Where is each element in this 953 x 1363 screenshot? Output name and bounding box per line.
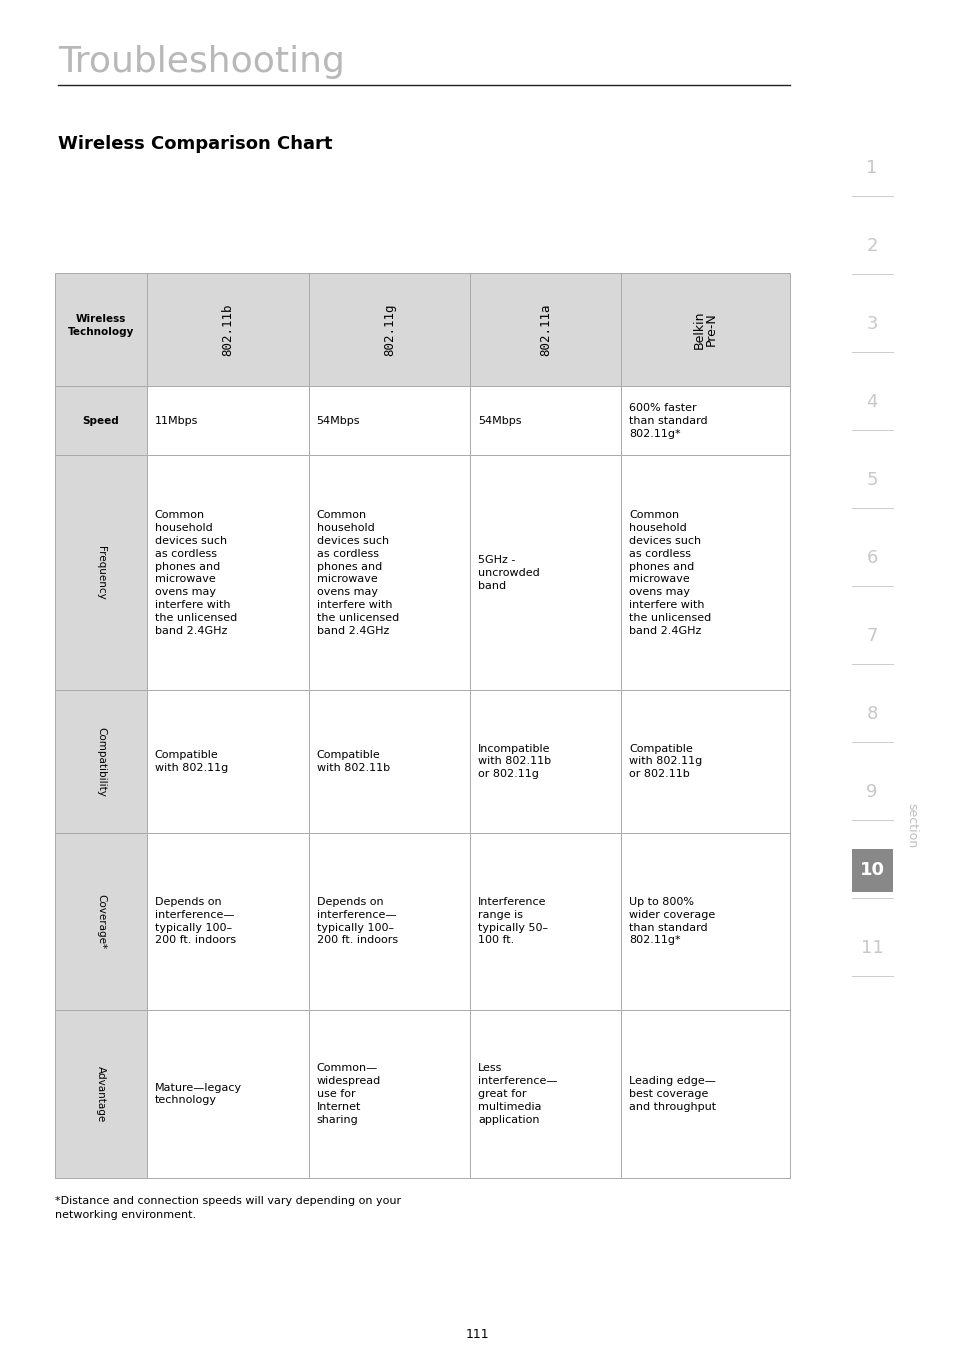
Bar xyxy=(55,691,147,833)
Text: Leading edge—
best coverage
and throughput: Leading edge— best coverage and throughp… xyxy=(628,1077,716,1112)
Text: 111: 111 xyxy=(465,1328,488,1341)
Bar xyxy=(620,273,789,386)
Bar xyxy=(147,386,308,455)
Text: Common
household
devices such
as cordless
phones and
microwave
ovens may
interfe: Common household devices such as cordles… xyxy=(628,510,710,635)
Bar xyxy=(308,386,470,455)
Text: 5GHz -
uncrowded
band: 5GHz - uncrowded band xyxy=(477,555,539,590)
Bar xyxy=(470,833,620,1010)
Bar xyxy=(620,691,789,833)
Text: 9: 9 xyxy=(865,784,877,801)
Bar xyxy=(147,833,308,1010)
Text: 54Mbps: 54Mbps xyxy=(316,416,359,425)
Text: 8: 8 xyxy=(865,705,877,722)
Text: section: section xyxy=(904,803,918,849)
Text: 5: 5 xyxy=(865,472,877,489)
Text: 2: 2 xyxy=(865,237,877,255)
Text: Up to 800%
wider coverage
than standard
802.11g*: Up to 800% wider coverage than standard … xyxy=(628,897,715,946)
Text: Mature—legacy
technology: Mature—legacy technology xyxy=(154,1082,242,1105)
Text: Coverage*: Coverage* xyxy=(96,894,106,949)
Text: 11Mbps: 11Mbps xyxy=(154,416,198,425)
Text: Wireless Comparison Chart: Wireless Comparison Chart xyxy=(58,135,333,153)
Text: Advantage: Advantage xyxy=(96,1066,106,1122)
Text: Belkin
Pre-N: Belkin Pre-N xyxy=(692,311,718,349)
Text: 1: 1 xyxy=(865,159,877,177)
Bar xyxy=(147,1010,308,1178)
Text: Compatible
with 802.11b: Compatible with 802.11b xyxy=(316,750,389,773)
Text: Less
interference—
great for
multimedia
application: Less interference— great for multimedia … xyxy=(477,1063,558,1124)
Bar xyxy=(470,386,620,455)
Text: Common—
widespread
use for
Internet
sharing: Common— widespread use for Internet shar… xyxy=(316,1063,380,1124)
Text: Compatible
with 802.11g
or 802.11b: Compatible with 802.11g or 802.11b xyxy=(628,744,701,780)
Text: 11: 11 xyxy=(860,939,882,957)
Bar xyxy=(147,273,308,386)
Text: 802.11g: 802.11g xyxy=(382,304,395,356)
Bar xyxy=(308,833,470,1010)
Text: 802.11a: 802.11a xyxy=(538,304,552,356)
Bar xyxy=(55,386,147,455)
Text: 6: 6 xyxy=(865,549,877,567)
Text: 54Mbps: 54Mbps xyxy=(477,416,521,425)
Text: 7: 7 xyxy=(865,627,877,645)
Bar xyxy=(55,1010,147,1178)
Text: Interference
range is
typically 50–
100 ft.: Interference range is typically 50– 100 … xyxy=(477,897,548,946)
Bar xyxy=(470,455,620,691)
Bar xyxy=(55,833,147,1010)
Bar xyxy=(308,691,470,833)
Text: Troubleshooting: Troubleshooting xyxy=(58,45,345,79)
Text: 600% faster
than standard
802.11g*: 600% faster than standard 802.11g* xyxy=(628,403,707,439)
Bar xyxy=(470,691,620,833)
Text: Frequency: Frequency xyxy=(96,547,106,600)
Bar xyxy=(851,849,892,893)
Text: 3: 3 xyxy=(865,315,877,333)
Bar xyxy=(308,1010,470,1178)
Bar xyxy=(147,455,308,691)
Text: Compatibility: Compatibility xyxy=(96,726,106,796)
Text: 10: 10 xyxy=(859,861,883,879)
Text: Depends on
interference—
typically 100–
200 ft. indoors: Depends on interference— typically 100– … xyxy=(316,897,397,946)
Bar xyxy=(620,386,789,455)
Text: 4: 4 xyxy=(865,393,877,412)
Text: Common
household
devices such
as cordless
phones and
microwave
ovens may
interfe: Common household devices such as cordles… xyxy=(154,510,237,635)
Bar xyxy=(620,833,789,1010)
Text: Incompatible
with 802.11b
or 802.11g: Incompatible with 802.11b or 802.11g xyxy=(477,744,551,780)
Text: *Distance and connection speeds will vary depending on your
networking environme: *Distance and connection speeds will var… xyxy=(55,1195,400,1220)
Bar xyxy=(620,455,789,691)
Bar xyxy=(308,273,470,386)
Bar xyxy=(55,273,147,386)
Bar xyxy=(308,455,470,691)
Text: Speed: Speed xyxy=(83,416,119,425)
Bar xyxy=(620,1010,789,1178)
Text: Wireless
Technology: Wireless Technology xyxy=(68,315,134,337)
Bar xyxy=(470,273,620,386)
Text: Common
household
devices such
as cordless
phones and
microwave
ovens may
interfe: Common household devices such as cordles… xyxy=(316,510,398,635)
Text: Compatible
with 802.11g: Compatible with 802.11g xyxy=(154,750,228,773)
Text: Depends on
interference—
typically 100–
200 ft. indoors: Depends on interference— typically 100– … xyxy=(154,897,235,946)
Text: 802.11b: 802.11b xyxy=(221,304,234,356)
Bar xyxy=(470,1010,620,1178)
Bar xyxy=(55,455,147,691)
Bar xyxy=(147,691,308,833)
